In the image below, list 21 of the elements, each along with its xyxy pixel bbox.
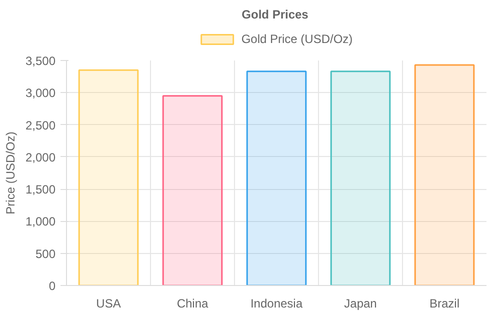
y-tick-label: 1,000 xyxy=(25,214,56,229)
x-tick-label: USA xyxy=(96,296,121,310)
y-tick-label: 500 xyxy=(35,246,56,261)
y-tick-label: 1,500 xyxy=(25,182,56,197)
bar xyxy=(414,64,475,286)
y-tick-label: 0 xyxy=(48,279,56,293)
y-tick-label: 2,500 xyxy=(25,118,56,132)
x-tick-label: China xyxy=(176,296,209,310)
y-tick-label: 2,000 xyxy=(25,150,56,164)
x-tick-label: Brazil xyxy=(429,296,460,310)
bar xyxy=(162,95,223,286)
legend-label: Gold Price (USD/Oz) xyxy=(241,32,353,46)
bar xyxy=(330,70,391,286)
chart-title: Gold Prices xyxy=(242,8,309,22)
y-tick-label: 3,500 xyxy=(25,54,56,68)
y-tick-label: 3,000 xyxy=(25,86,56,100)
x-tick-label: Japan xyxy=(344,296,377,310)
bar xyxy=(246,70,307,286)
y-axis-title: Price (USD/Oz) xyxy=(3,132,18,214)
x-tick-label: Indonesia xyxy=(250,296,303,310)
bar xyxy=(78,69,139,286)
